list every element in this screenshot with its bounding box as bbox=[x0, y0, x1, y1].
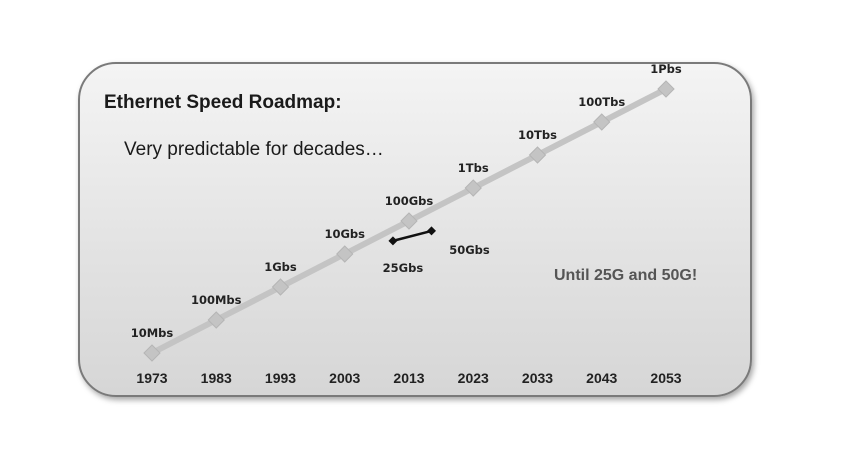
roadmap-point bbox=[400, 212, 418, 230]
roadmap-point bbox=[271, 278, 290, 296]
roadmap-point-label: 10Gbs bbox=[324, 227, 365, 241]
chart-title: Ethernet Speed Roadmap: bbox=[104, 92, 342, 113]
roadmap-point-label: 100Tbs bbox=[578, 95, 625, 109]
roadmap-point-label: 1Pbs bbox=[650, 62, 682, 76]
x-tick-label: 2023 bbox=[458, 370, 489, 386]
roadmap-point-label: 10Tbs bbox=[518, 128, 557, 142]
x-tick-label: 2003 bbox=[329, 370, 360, 386]
chart-panel bbox=[78, 62, 752, 397]
x-tick-label: 1993 bbox=[265, 370, 296, 386]
roadmap-point bbox=[528, 146, 547, 164]
roadmap-point-label: 1Tbs bbox=[458, 161, 489, 175]
roadmap-point bbox=[593, 113, 611, 131]
exception-series-line bbox=[392, 229, 432, 243]
exception-point-label: 50Gbs bbox=[449, 243, 490, 257]
roadmap-point bbox=[207, 311, 225, 329]
roadmap-point-label: 10Mbs bbox=[131, 326, 174, 340]
chart-subtitle: Very predictable for decades… bbox=[124, 139, 384, 160]
roadmap-point-label: 1Gbs bbox=[264, 260, 297, 274]
roadmap-point-label: 100Gbs bbox=[385, 194, 434, 208]
x-tick-label: 1983 bbox=[201, 370, 232, 386]
x-tick-label: 2053 bbox=[650, 370, 681, 386]
roadmap-point bbox=[336, 245, 354, 263]
roadmap-point bbox=[657, 80, 675, 98]
x-tick-label: 1973 bbox=[136, 370, 167, 386]
roadmap-point-label: 100Mbs bbox=[191, 293, 242, 307]
exception-point bbox=[388, 236, 398, 246]
roadmap-point bbox=[143, 344, 161, 362]
exception-point-label: 25Gbs bbox=[383, 261, 424, 275]
x-tick-label: 2033 bbox=[522, 370, 553, 386]
chart-annotation: Until 25G and 50G! bbox=[554, 267, 697, 284]
roadmap-point bbox=[464, 179, 482, 197]
x-tick-label: 2013 bbox=[393, 370, 424, 386]
x-tick-label: 2043 bbox=[586, 370, 617, 386]
exception-point bbox=[426, 226, 436, 236]
